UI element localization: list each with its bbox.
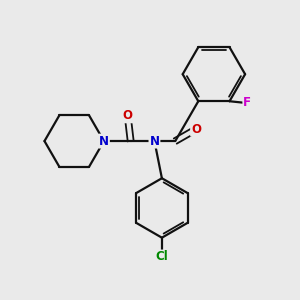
Text: O: O (123, 109, 133, 122)
Text: O: O (191, 123, 201, 136)
Text: N: N (149, 135, 160, 148)
Text: F: F (243, 96, 251, 109)
Text: Cl: Cl (155, 250, 168, 263)
Text: N: N (99, 135, 109, 148)
